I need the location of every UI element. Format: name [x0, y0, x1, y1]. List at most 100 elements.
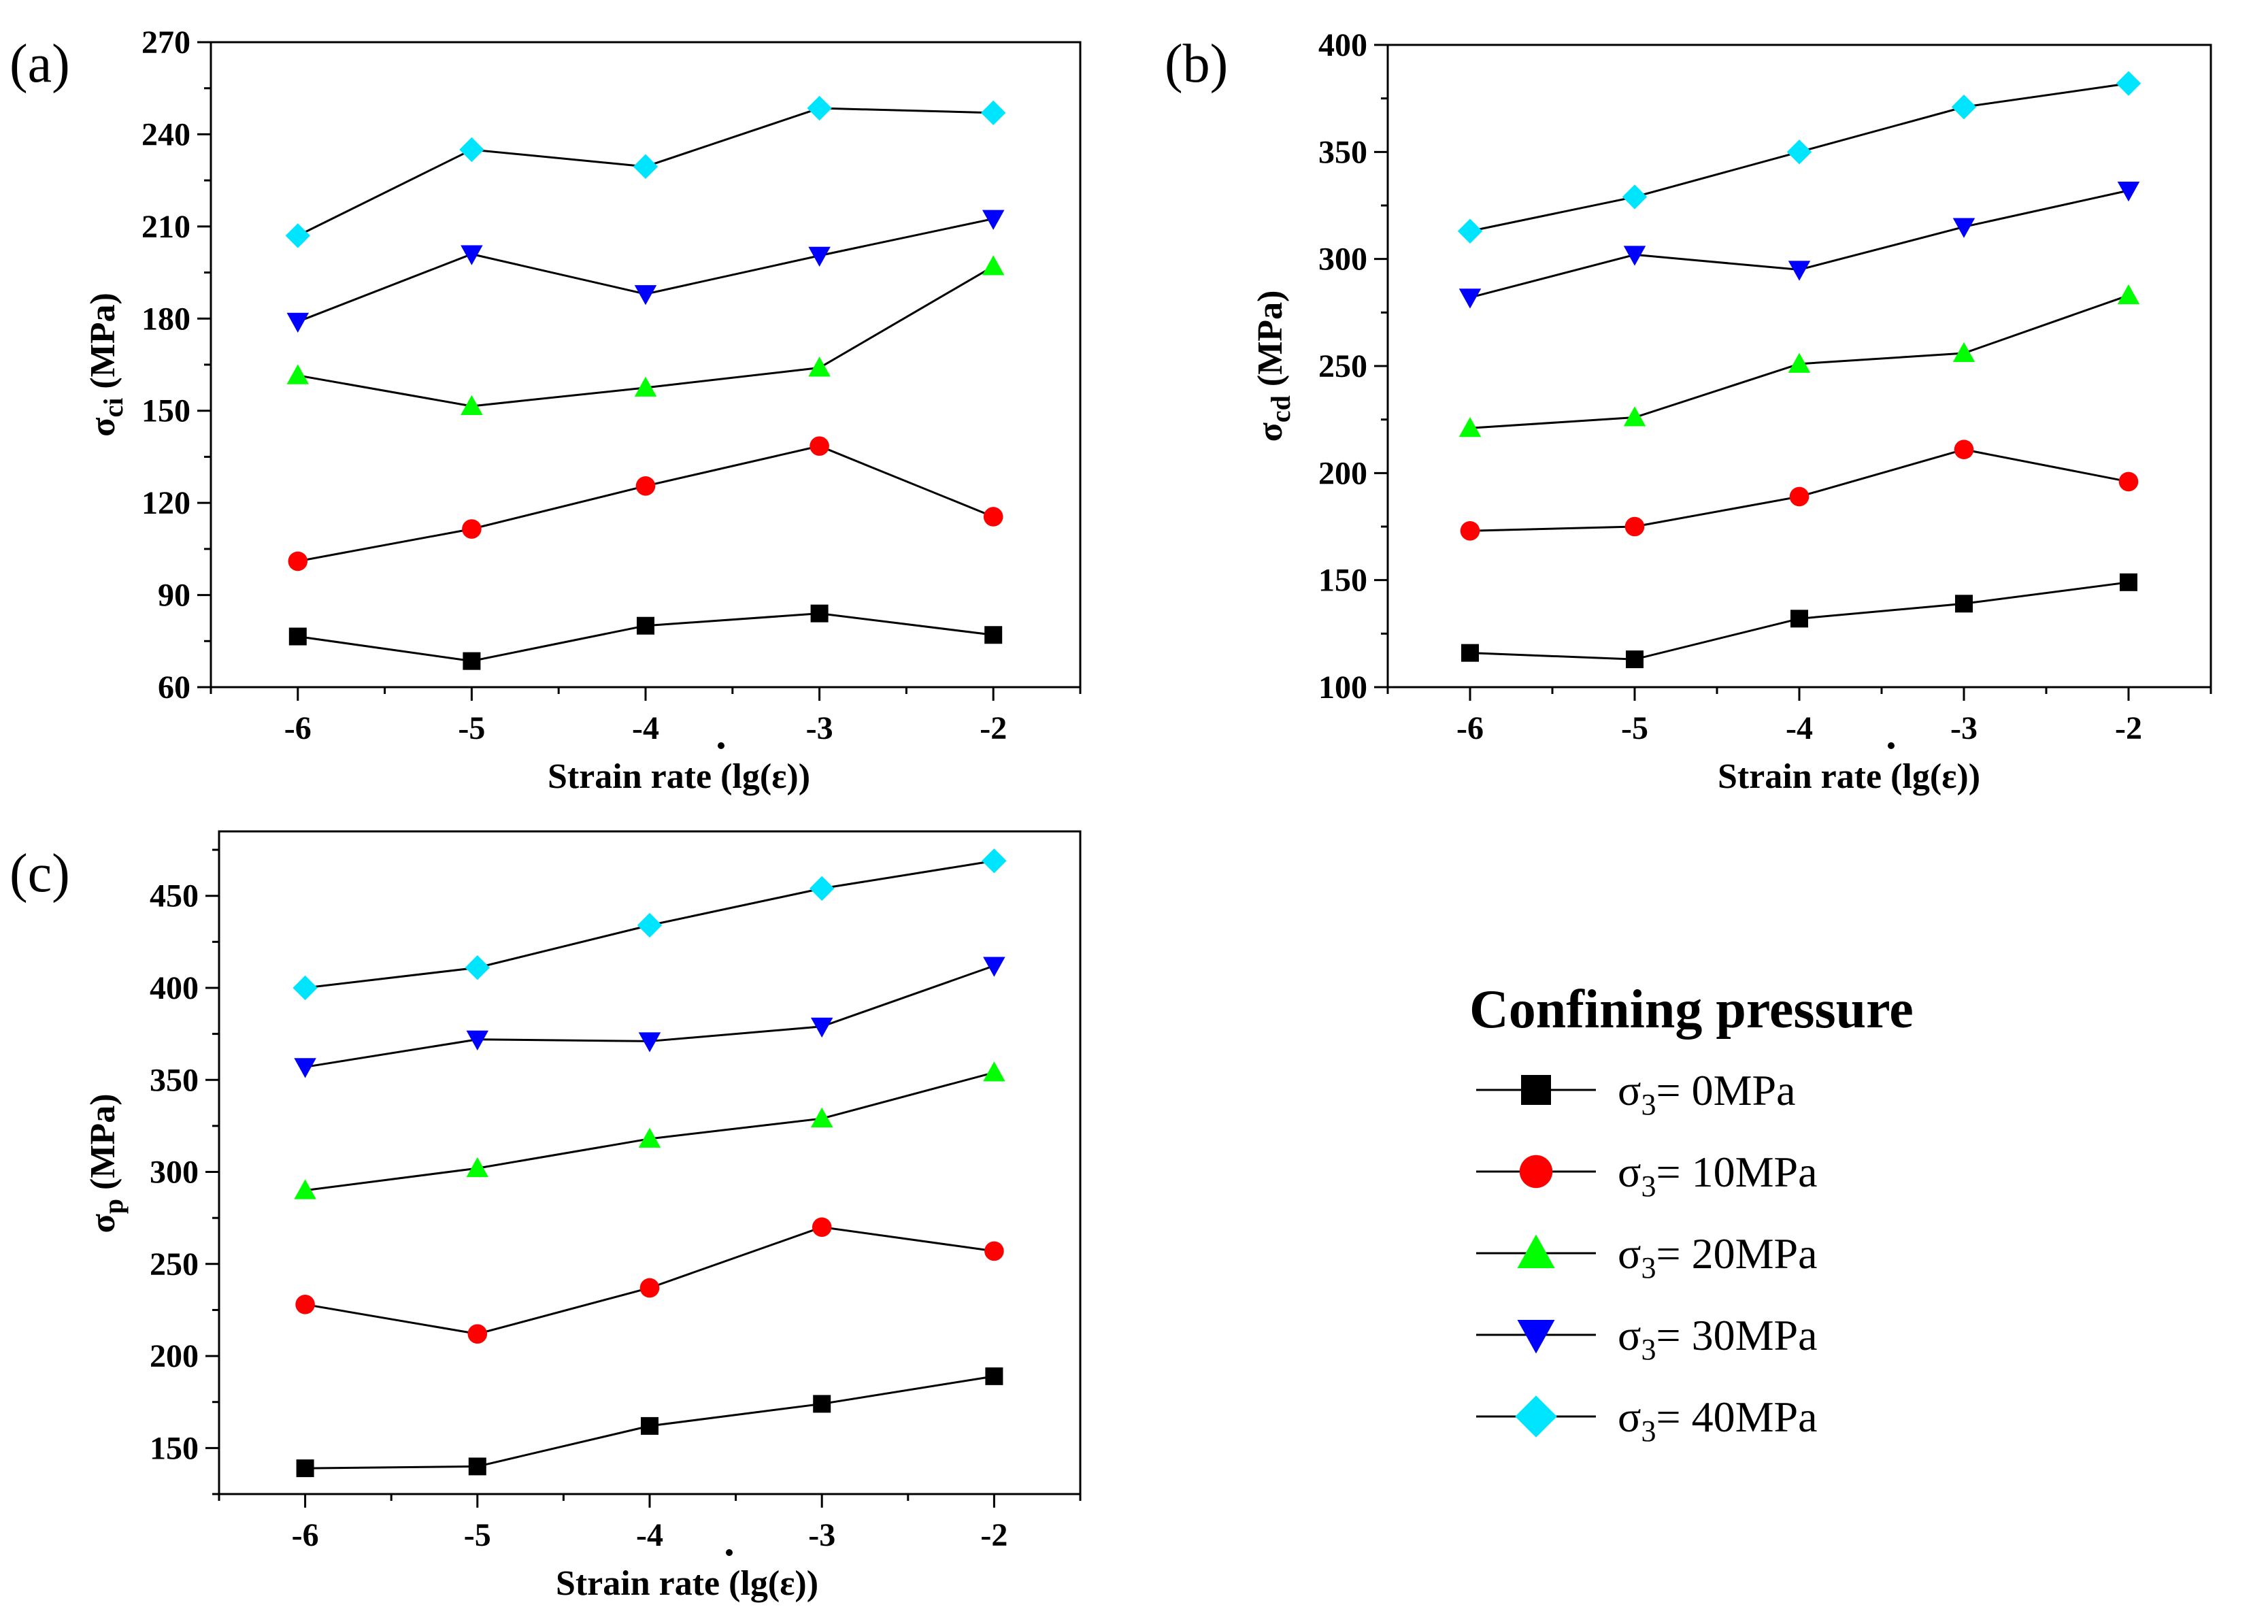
legend-label: σ3= 20MPa	[1618, 1229, 1818, 1285]
data-point-s2	[638, 1127, 661, 1148]
strain-rate-dot	[726, 1549, 733, 1556]
data-point-s2	[2117, 284, 2140, 305]
strain-rate-dot	[1888, 742, 1895, 749]
y-tick-label: 250	[1318, 348, 1367, 384]
data-point-s0	[641, 1416, 658, 1435]
legend-entry: σ3= 0MPa	[1476, 1066, 1796, 1121]
data-point-s3	[1458, 288, 1482, 309]
panel-label: (b)	[1165, 34, 1228, 94]
y-tick-label: 300	[150, 1155, 199, 1191]
data-point-s1	[635, 476, 656, 496]
data-point-s2	[983, 1061, 1005, 1082]
y-tick-label: 60	[158, 669, 190, 706]
y-tick-label: 400	[1318, 27, 1367, 63]
legend-marker	[1519, 1155, 1553, 1189]
y-tick-label: 150	[150, 1430, 199, 1466]
legend-marker	[1515, 1395, 1557, 1438]
axis-ticks: -6 -5 -4 -3 -2 150 200 250 300 350 400 450	[150, 848, 1082, 1553]
y-tick-label: 300	[1318, 242, 1367, 278]
data-point-s4	[1786, 139, 1812, 165]
series-line-3	[1469, 189, 2129, 299]
data-point-s4	[982, 848, 1007, 874]
x-tick-label: -2	[2115, 710, 2142, 746]
legend-title: Confining pressure	[1469, 980, 1914, 1040]
legend-label: σ3= 10MPa	[1618, 1148, 1818, 1203]
data-point-s4	[1622, 184, 1648, 210]
data-point-s4	[637, 912, 663, 938]
axis-ticks: -6 -5 -4 -3 -2 60 90 120 150 180 210 240 270	[141, 24, 1082, 746]
x-tick-label: -3	[808, 1517, 835, 1553]
y-tick-label: 350	[1318, 134, 1367, 170]
legend: Confining pressure σ3= 0MPa σ3= 10MPa σ3= …	[1469, 980, 1914, 1448]
data-point-s3	[982, 210, 1005, 230]
data-point-s1	[1789, 486, 1810, 507]
legend-entry: σ3= 40MPa	[1476, 1393, 1818, 1448]
x-tick-label: -4	[636, 1517, 663, 1553]
legend-label: σ3= 40MPa	[1618, 1393, 1818, 1448]
data-point-s4	[465, 955, 490, 980]
data-point-s2	[1458, 417, 1482, 437]
legend-label: σ3= 30MPa	[1618, 1311, 1818, 1366]
data-point-s0	[637, 616, 654, 635]
data-point-s3	[461, 245, 483, 265]
data-point-s0	[813, 1395, 831, 1413]
data-point-s1	[1624, 516, 1645, 537]
series-line-3	[297, 218, 994, 323]
y-tick-label: 90	[158, 578, 190, 614]
y-axis-label: σcd (MPa)	[1251, 291, 1296, 442]
legend-entry: σ3= 30MPa	[1476, 1311, 1818, 1366]
strain-rate-dot	[718, 742, 724, 749]
data-point-s3	[1623, 246, 1646, 266]
data-point-s1	[1954, 440, 1974, 460]
data-point-s0	[1955, 595, 1973, 613]
data-point-s4	[810, 876, 835, 901]
series-line-1	[297, 445, 994, 563]
data-point-s3	[810, 1017, 833, 1038]
data-point-s3	[1952, 218, 1975, 238]
data-point-s0	[1790, 610, 1808, 628]
x-tick-label: -5	[464, 1517, 491, 1553]
y-tick-label: 240	[141, 116, 190, 152]
data-point-s2	[286, 364, 310, 384]
panel-a: (a) -6 -5 -4 -3 -2 60 90 120 150 180 210 240 270 σci…	[10, 24, 1082, 796]
data-point-s4	[633, 154, 658, 180]
data-point-s4	[1951, 95, 1977, 120]
data-point-s2	[810, 1107, 833, 1128]
x-tick-label: -6	[284, 710, 312, 746]
data-point-s0	[288, 627, 307, 646]
data-point-s2	[982, 255, 1005, 276]
data-point-s3	[808, 246, 831, 267]
y-axis-label: σp (MPa)	[84, 1093, 129, 1233]
data-point-s2	[634, 376, 657, 397]
data-point-s2	[294, 1179, 316, 1199]
data-point-s1	[984, 1241, 1004, 1261]
x-tick-label: -6	[1456, 710, 1484, 746]
data-point-s3	[286, 312, 310, 333]
data-point-s1	[2118, 471, 2139, 492]
data-point-s1	[462, 519, 482, 539]
y-tick-label: 270	[141, 24, 190, 61]
legend-label: σ3= 0MPa	[1618, 1066, 1796, 1121]
data-point-s4	[807, 95, 832, 121]
x-tick-label: -3	[806, 710, 833, 746]
data-point-s1	[810, 436, 829, 456]
y-tick-label: 200	[150, 1338, 199, 1374]
data-point-s3	[294, 1058, 316, 1078]
axis-ticks: -6 -5 -4 -3 -2 100 150 200 250 300 350 400	[1318, 27, 2212, 746]
data-point-s3	[466, 1030, 489, 1050]
panel-label: (c)	[10, 844, 70, 904]
x-axis-label: Strain rate (lg(ε))	[1718, 757, 1980, 796]
y-axis-label: σci (MPa)	[84, 293, 129, 437]
panel-label: (a)	[10, 34, 70, 94]
data-point-s3	[634, 285, 657, 305]
x-tick-label: -3	[1950, 710, 1978, 746]
data-point-s2	[1952, 342, 1975, 363]
y-tick-label: 210	[141, 209, 190, 245]
legend-marker	[1521, 1075, 1551, 1105]
data-point-s0	[463, 652, 481, 670]
y-tick-label: 120	[141, 485, 190, 521]
legend-marker	[1517, 1234, 1555, 1268]
x-tick-label: -4	[632, 710, 659, 746]
panel-b: (b) -6 -5 -4 -3 -2 100 150 200 250 300 350 400 σcd …	[1165, 27, 2212, 796]
data-point-s1	[983, 507, 1003, 527]
